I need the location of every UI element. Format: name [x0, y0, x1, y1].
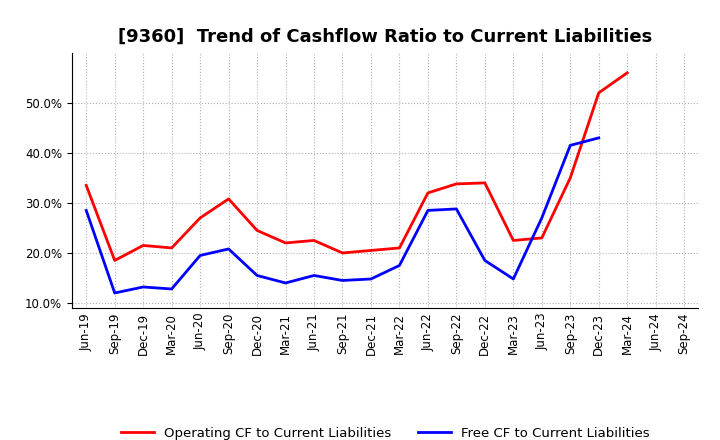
Operating CF to Current Liabilities [623, 70, 631, 75]
Free CF to Current Liabilities [566, 143, 575, 148]
Operating CF to Current Liabilities [566, 175, 575, 180]
Free CF to Current Liabilities [338, 278, 347, 283]
Legend: Operating CF to Current Liabilities, Free CF to Current Liabilities: Operating CF to Current Liabilities, Fre… [115, 422, 655, 440]
Line: Operating CF to Current Liabilities: Operating CF to Current Liabilities [86, 73, 627, 260]
Free CF to Current Liabilities [253, 273, 261, 278]
Operating CF to Current Liabilities [537, 235, 546, 241]
Free CF to Current Liabilities [595, 135, 603, 140]
Free CF to Current Liabilities [82, 208, 91, 213]
Operating CF to Current Liabilities [338, 250, 347, 256]
Operating CF to Current Liabilities [310, 238, 318, 243]
Operating CF to Current Liabilities [366, 248, 375, 253]
Free CF to Current Liabilities [509, 276, 518, 282]
Title: [9360]  Trend of Cashflow Ratio to Current Liabilities: [9360] Trend of Cashflow Ratio to Curren… [118, 28, 652, 46]
Operating CF to Current Liabilities [395, 246, 404, 251]
Free CF to Current Liabilities [480, 258, 489, 263]
Operating CF to Current Liabilities [595, 90, 603, 95]
Operating CF to Current Liabilities [167, 246, 176, 251]
Operating CF to Current Liabilities [509, 238, 518, 243]
Free CF to Current Liabilities [395, 263, 404, 268]
Operating CF to Current Liabilities [282, 240, 290, 246]
Operating CF to Current Liabilities [452, 181, 461, 187]
Free CF to Current Liabilities [537, 215, 546, 220]
Free CF to Current Liabilities [196, 253, 204, 258]
Operating CF to Current Liabilities [423, 190, 432, 195]
Free CF to Current Liabilities [282, 280, 290, 286]
Free CF to Current Liabilities [225, 246, 233, 252]
Operating CF to Current Liabilities [225, 196, 233, 202]
Operating CF to Current Liabilities [196, 215, 204, 220]
Operating CF to Current Liabilities [82, 183, 91, 188]
Operating CF to Current Liabilities [139, 243, 148, 248]
Operating CF to Current Liabilities [110, 258, 119, 263]
Free CF to Current Liabilities [423, 208, 432, 213]
Free CF to Current Liabilities [366, 276, 375, 282]
Operating CF to Current Liabilities [480, 180, 489, 186]
Operating CF to Current Liabilities [253, 228, 261, 233]
Free CF to Current Liabilities [167, 286, 176, 292]
Free CF to Current Liabilities [139, 284, 148, 290]
Free CF to Current Liabilities [452, 206, 461, 212]
Free CF to Current Liabilities [310, 273, 318, 278]
Line: Free CF to Current Liabilities: Free CF to Current Liabilities [86, 138, 599, 293]
Free CF to Current Liabilities [110, 290, 119, 296]
